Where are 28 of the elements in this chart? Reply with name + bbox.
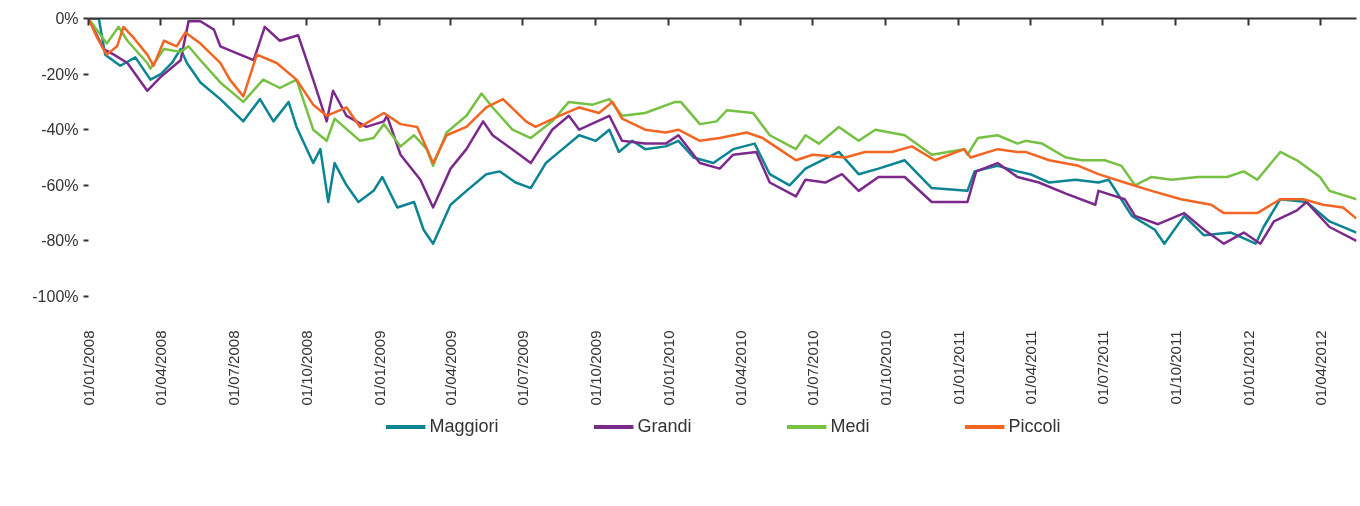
legend-label: Grandi [637,415,692,437]
legend-label: Maggiori [429,415,499,437]
x-tick-label: 01/07/2008 [224,330,242,406]
x-tick-label: 01/04/2008 [152,330,170,406]
x-tick-label: 01/01/2008 [80,330,97,406]
x-tick-label: 01/04/2009 [442,330,460,406]
x-tick-label: 01/10/2009 [587,330,605,406]
y-tick-label: -100% [32,288,79,305]
x-tick-label: 01/10/2011 [1166,330,1184,405]
legend-label: Piccoli [1008,415,1061,437]
y-tick-label: -60% [41,176,79,194]
y-tick-label: -80% [41,232,79,250]
x-tick-label: 01/04/2011 [1021,330,1039,405]
x-tick-label: 01/01/2012 [1240,330,1258,406]
x-tick-label: 01/01/2010 [660,330,678,406]
x-tick-label: 01/07/2009 [514,330,532,406]
x-tick-label: 01/10/2010 [877,330,895,406]
legend-label: Medi [830,415,870,437]
x-tick-label: 01/10/2008 [297,330,315,406]
x-tick-label: 01/04/2010 [731,330,749,406]
y-tick-label: 0% [55,10,79,27]
y-tick-label: -20% [41,65,79,83]
x-tick-label: 01/01/2009 [370,330,388,406]
x-tick-label: 01/07/2011 [1093,330,1111,405]
x-tick-label: 01/01/2011 [950,330,968,405]
y-tick-label: -40% [41,121,79,139]
x-tick-label: 01/07/2010 [804,330,822,406]
x-tick-label: 01/04/2012 [1312,330,1330,406]
